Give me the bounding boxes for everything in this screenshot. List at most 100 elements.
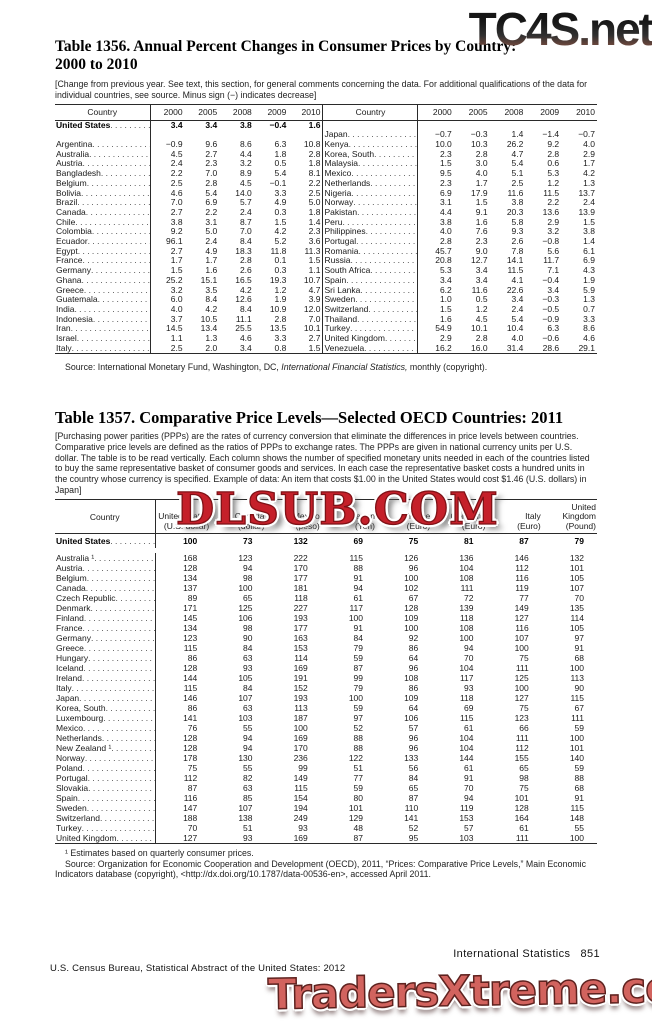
value-cell: 9.3 [511,226,524,237]
value-cell: 116 [515,623,529,634]
dot-leader [357,208,417,218]
dot-leader [82,763,154,773]
value-cell: 2.8 [547,148,560,159]
value-cell: 2.5 [170,177,183,188]
value-cell: 4.1 [511,274,524,285]
country-name: France [56,256,83,266]
value-cell: 1.7 [170,255,183,266]
value-cell: 2.7 [288,333,324,344]
table-row: Hungary 86 63 114 59 64 70 75 68 [55,653,597,664]
value-cell: 116 [515,573,529,584]
value-cell: 100 [569,733,584,744]
country-name-wrap: Israel [55,334,149,344]
value-cell: 222 [293,553,308,564]
value-cell: 2.9 [439,333,452,344]
value-cell: 2.8 [239,255,252,266]
dot-leader [87,573,154,583]
country-cell: Austria [55,563,156,574]
table-1356-note: [Change from previous year. See text, th… [55,79,588,100]
country-cell: Iran [55,324,151,335]
value-cell: 152 [293,683,308,694]
column-header-country: Germany [450,511,486,522]
country-cell: Ecuador [55,237,151,247]
dot-leader [110,121,149,131]
country-name-wrap: Kenya [323,140,417,150]
country-name: Malaysia [324,159,359,169]
country-name-wrap: Argentina [55,140,149,150]
value-cell: 111 [515,833,529,844]
country-name: Japan [56,693,80,704]
dot-leader [82,623,154,633]
dot-leader [83,723,154,733]
value-cell: 1.2 [274,284,287,295]
value-cell: 100 [404,573,419,584]
country-name-wrap: Austria [55,159,149,169]
country-cell: Venezuela [322,343,419,354]
country-cell: Pakistan [322,207,419,218]
value-cell: 3.0 [475,158,488,169]
country-name: Brazil [56,198,78,208]
table-row: United States 100 73 132 69 75 81 87 79 [55,533,597,549]
value-cell: 115 [570,803,584,814]
value-cell: 132 [293,536,308,547]
country-cell [322,120,419,131]
country-name: Norway [324,198,354,208]
country-name-wrap: Colombia [55,227,149,237]
value-cell: 94 [243,743,253,754]
country-name-wrap: Turkey [55,823,154,833]
value-cell: 117 [459,673,474,684]
value-cell: 104 [459,563,474,574]
value-cell: 2.8 [475,148,488,159]
value-cell: 11.6 [507,187,524,198]
value-cell: 5.4 [274,168,287,179]
country-cell: Austria [55,159,151,170]
value-cell: 5.4 [511,313,524,324]
country-cell: Turkey [55,823,156,834]
value-cell: 106 [238,613,253,624]
value-cell: 128 [183,733,198,744]
country-cell: Poland [55,763,156,774]
value-cell: 3.8 [511,197,524,208]
value-cell: 7.0 [205,168,218,179]
country-name-wrap: Switzerland [323,305,417,315]
year-column-header: 2000 [150,104,185,121]
country-cell: Portugal [322,237,419,247]
dot-leader [110,536,154,546]
dot-leader [91,633,154,643]
country-name-wrap: Switzerland [55,813,154,823]
value-cell: 9.0 [475,245,488,256]
country-name: Sweden [56,803,87,814]
value-cell: 11.5 [507,265,524,276]
column-header: Mexico (peso) [265,499,321,535]
value-cell: 96 [408,563,419,574]
value-cell: 51 [353,763,363,774]
column-header-currency: (U.S. dollar) [163,520,210,531]
value-cell: 1.8 [288,159,324,170]
value-cell: 1.0 [439,294,452,305]
country-name-wrap: Netherlands [55,733,154,743]
country-name-wrap: Sweden [323,295,417,305]
value-cell: 3.9 [288,295,324,305]
country-cell: France [55,623,156,634]
table-row: Netherlands 128 94 169 88 96 104 111 100 [55,733,597,744]
value-cell: 155 [514,753,529,764]
value-cell: 128 [514,803,529,814]
country-name-wrap: Greece [55,643,154,653]
value-cell: 0.3 [274,265,287,276]
value-cell: 5.6 [547,245,560,256]
country-name: Slovakia [56,783,89,794]
value-cell: 13.9 [578,206,595,217]
value-cell: −0.3 [542,294,560,305]
value-cell: 13.4 [200,323,218,334]
country-cell: Canada [55,583,156,594]
value-cell: 9.2 [170,226,183,237]
value-cell: 7.0 [239,226,252,237]
value-cell: 10.0 [435,139,452,149]
table-row: Chile3.83.18.71.51.4Peru3.81.65.82.91.5 [55,217,597,228]
value-cell: 3.4 [475,274,488,285]
country-cell: Greece [55,285,151,296]
